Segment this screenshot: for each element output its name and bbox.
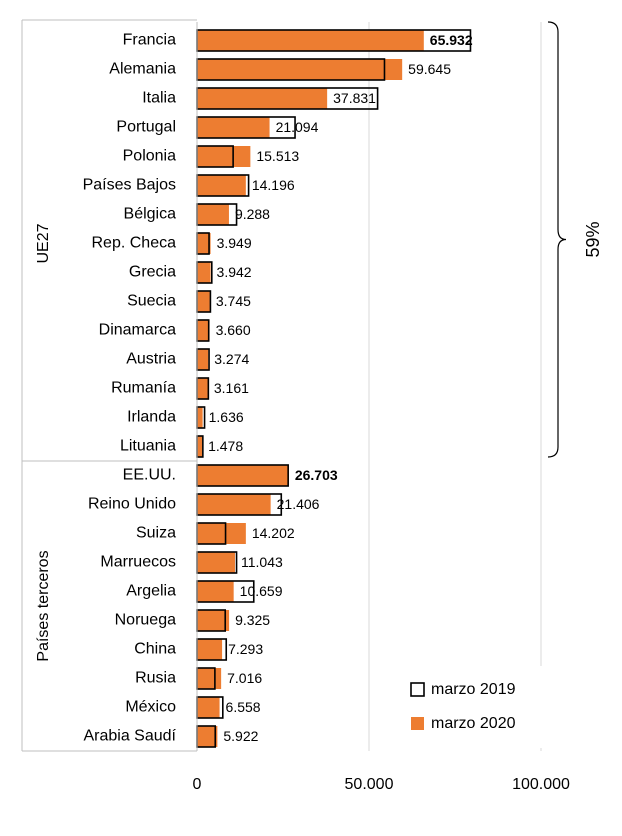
legend: marzo 2019 marzo 2020 (398, 666, 542, 748)
category-label: Marruecos (100, 554, 176, 571)
bar-marzo-2020 (197, 349, 209, 370)
category-label: México (125, 699, 176, 716)
legend-swatch-marzo-2019 (410, 682, 425, 697)
data-label: 21.406 (277, 496, 320, 512)
bar-marzo-2020 (197, 175, 246, 196)
data-label: 3.949 (217, 235, 252, 251)
category-label: Polonia (123, 148, 176, 165)
data-label: 15.513 (256, 148, 299, 164)
labels: Francia 65.932 Alemania 59.645 Italia 37.831 P… (83, 32, 473, 745)
bar-marzo-2020 (197, 291, 210, 312)
legend-swatch-marzo-2020 (411, 717, 424, 730)
group-label: UE27 (35, 223, 52, 263)
category-label: Noruega (115, 612, 176, 629)
category-label: Alemania (109, 61, 176, 78)
category-label: Grecia (129, 264, 176, 281)
group-label: Países terceros (35, 550, 52, 661)
x-tick-label: 100.000 (512, 776, 570, 793)
axes: UE27 Países terceros 0 50.000 100.000 59% (21, 19, 603, 793)
category-label: Francia (123, 32, 176, 49)
data-label: 14.202 (252, 525, 295, 541)
bar-marzo-2020 (197, 204, 229, 225)
category-label: Austria (126, 351, 176, 368)
legend-label: marzo 2020 (431, 715, 516, 732)
data-label: 5.922 (223, 728, 258, 744)
x-tick-label: 0 (193, 776, 202, 793)
category-label: Países Bajos (83, 177, 176, 194)
legend-box (398, 666, 542, 748)
bar-marzo-2020 (197, 59, 403, 80)
bar-marzo-2020 (197, 88, 328, 109)
bar-marzo-2020 (197, 668, 222, 689)
bar-marzo-2020 (197, 726, 218, 747)
data-label: 1.478 (208, 438, 243, 454)
bar-marzo-2020 (197, 639, 223, 660)
category-label: Rumanía (111, 380, 176, 397)
bar-marzo-2020 (197, 494, 271, 515)
category-label: Argelia (126, 583, 176, 600)
data-label: 26.703 (295, 467, 338, 483)
data-label: 11.043 (241, 554, 283, 570)
category-label: Suiza (136, 525, 176, 542)
category-label: Portugal (116, 119, 176, 136)
category-label: Lituania (120, 438, 176, 455)
bar-marzo-2020 (197, 436, 203, 457)
bar-marzo-2020 (197, 465, 289, 486)
category-label: Suecia (127, 293, 176, 310)
data-label: 9.288 (235, 206, 270, 222)
category-label: Reino Unido (88, 496, 176, 513)
grid-lines (368, 22, 542, 751)
bar-marzo-2020 (197, 552, 235, 573)
data-label: 7.016 (227, 670, 262, 686)
x-tick-label: 50.000 (345, 776, 394, 793)
bracket-label: 59% (583, 221, 603, 257)
data-label: 3.745 (216, 293, 251, 309)
bar-marzo-2020 (197, 262, 211, 283)
data-label: 10.659 (240, 583, 283, 599)
legend-label: marzo 2019 (431, 681, 516, 698)
bar-marzo-2020 (197, 117, 270, 138)
data-label: 14.196 (252, 177, 295, 193)
bar-marzo-2020 (197, 697, 220, 718)
category-label: China (134, 641, 176, 658)
bar-marzo-2020 (197, 581, 234, 602)
category-label: Irlanda (127, 409, 176, 426)
data-label: 37.831 (333, 90, 376, 106)
category-label: Bélgica (124, 206, 177, 223)
bar-marzo-2020 (197, 378, 208, 399)
data-label: 7.293 (228, 641, 263, 657)
data-label: 3.161 (214, 380, 249, 396)
category-label: Italia (142, 90, 176, 107)
bar-marzo-2020 (197, 407, 203, 428)
data-label: 1.636 (209, 409, 244, 425)
category-label: Arabia Saudí (83, 728, 176, 745)
category-label: Rep. Checa (92, 235, 177, 252)
bar-marzo-2020 (197, 610, 230, 631)
bar-marzo-2020 (197, 30, 424, 51)
data-label: 3.942 (217, 264, 252, 280)
category-label: EE.UU. (123, 467, 176, 484)
bar-marzo-2020 (197, 320, 210, 341)
data-label: 59.645 (408, 61, 451, 77)
data-label: 9.325 (235, 612, 270, 628)
data-label: 3.274 (214, 351, 249, 367)
category-label: Dinamarca (99, 322, 176, 339)
data-label: 21.094 (276, 119, 319, 135)
data-label: 3.660 (216, 322, 251, 338)
category-label: Rusia (135, 670, 176, 687)
bars (196, 29, 472, 748)
ue27-bracket (547, 21, 567, 458)
bar-marzo-2020 (197, 233, 211, 254)
bar-marzo-2020 (197, 146, 251, 167)
bar-marzo-2020 (197, 523, 246, 544)
data-label: 6.558 (226, 699, 261, 715)
data-label: 65.932 (430, 32, 473, 48)
